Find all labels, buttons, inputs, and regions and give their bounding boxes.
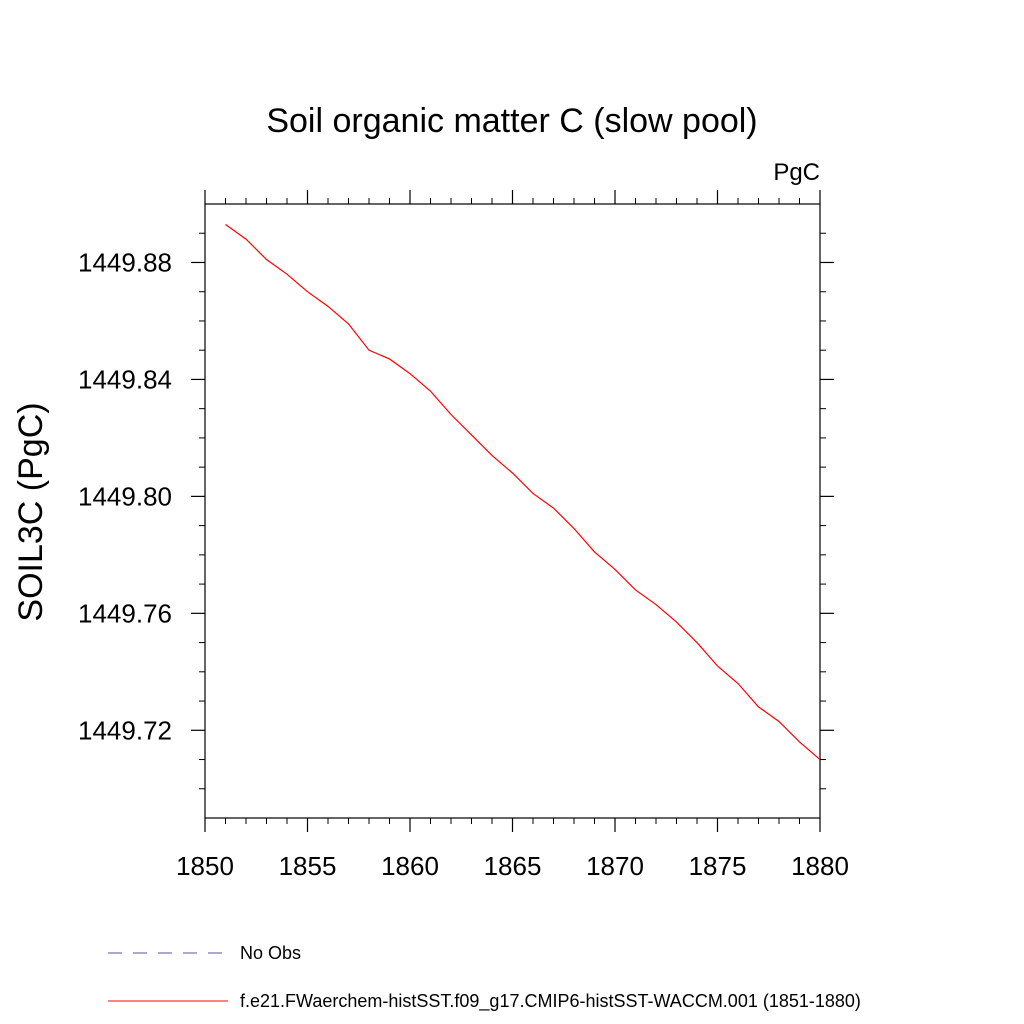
x-tick-label: 1880 xyxy=(791,851,849,881)
plot-frame xyxy=(204,203,821,819)
y-tick-label: 1449.84 xyxy=(78,364,172,394)
chart-title: Soil organic matter C (slow pool) xyxy=(266,102,757,140)
x-tick-label: 1850 xyxy=(176,851,234,881)
x-tick-label: 1860 xyxy=(381,851,439,881)
y-axis-label: SOIL3C (PgC) xyxy=(12,402,50,621)
y-tick-label: 1449.88 xyxy=(78,247,172,277)
units-label: PgC xyxy=(773,159,820,186)
legend-label-waccm: f.e21.FWaerchem-histSST.f09_g17.CMIP6-hi… xyxy=(240,991,861,1012)
x-tick-label: 1855 xyxy=(279,851,337,881)
x-ticks: 1850 1855 1860 1865 1870 1875 1880 xyxy=(176,190,849,881)
legend-label-no-obs: No Obs xyxy=(240,943,301,963)
series-layer xyxy=(225,223,821,760)
y-tick-label: 1449.72 xyxy=(78,715,172,745)
y-tick-label: 1449.76 xyxy=(78,598,172,628)
x-tick-label: 1875 xyxy=(689,851,747,881)
x-tick-label: 1865 xyxy=(484,851,542,881)
x-tick-label: 1870 xyxy=(586,851,644,881)
legend: No Obs f.e21.FWaerchem-histSST.f09_g17.C… xyxy=(108,943,861,1012)
y-ticks: 1449.72 1449.76 1449.80 1449.84 1449.88 xyxy=(78,232,834,790)
y-tick-label: 1449.80 xyxy=(78,481,172,511)
series-line-waccm xyxy=(225,223,821,760)
